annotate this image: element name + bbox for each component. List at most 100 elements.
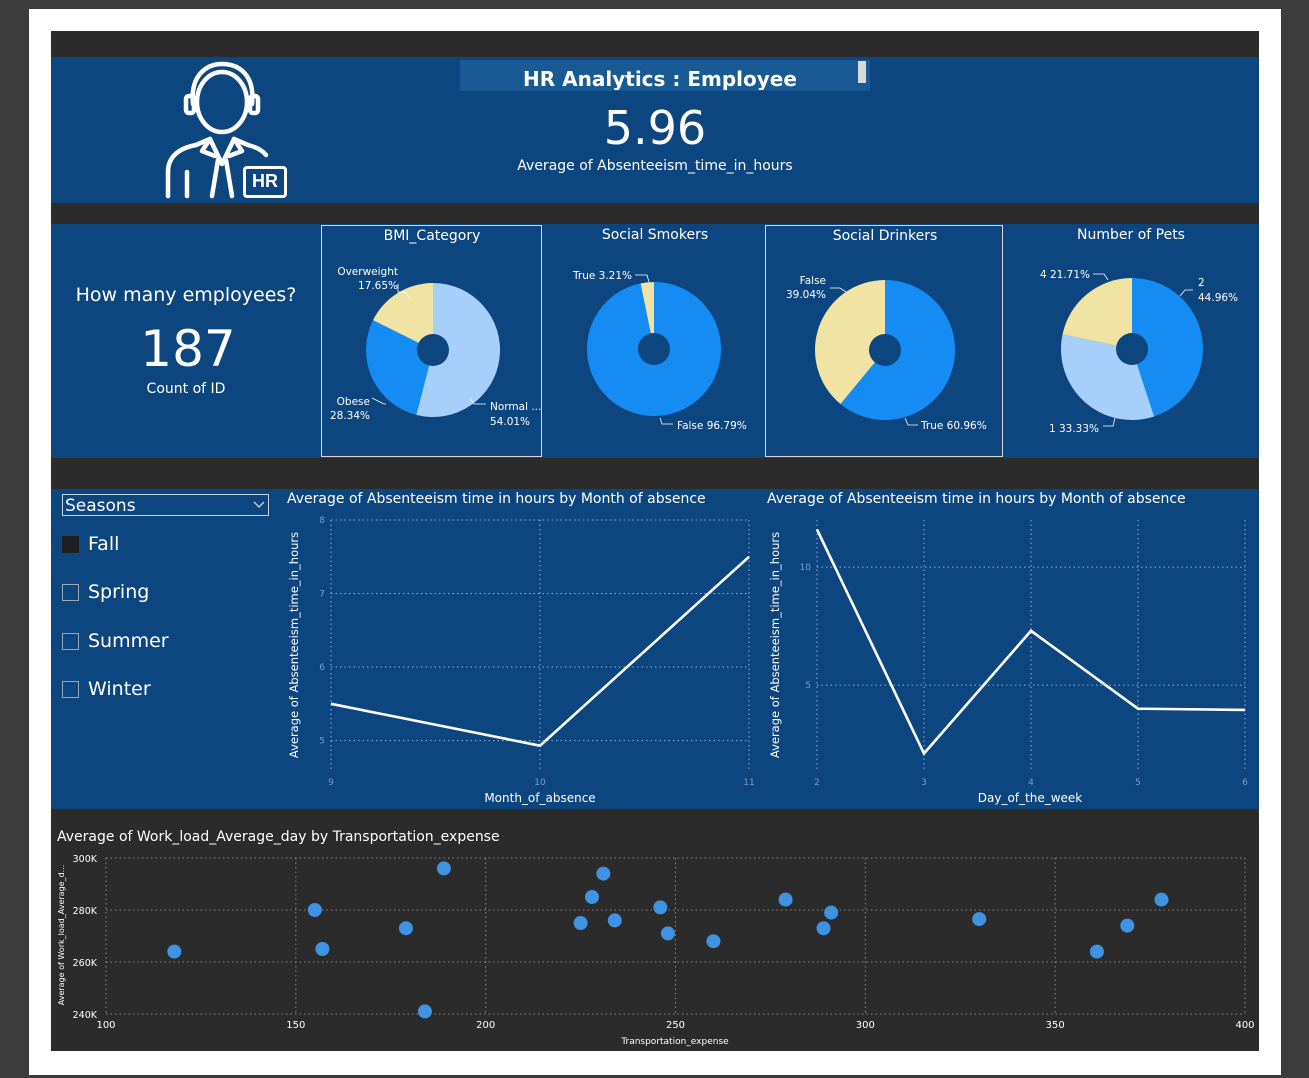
- hr-badge: HR: [243, 166, 287, 198]
- donut-title-pets: Number of Pets: [1077, 227, 1185, 243]
- donut-slice-obese[interactable]: [366, 320, 433, 415]
- scatter-point[interactable]: [1089, 944, 1104, 959]
- donut-slice-4[interactable]: [1062, 278, 1132, 349]
- scatter-point[interactable]: [607, 913, 622, 928]
- scatter-point[interactable]: [584, 890, 599, 904]
- employee-count-label: Count of ID: [146, 381, 226, 397]
- donut-slice-2[interactable]: [1132, 278, 1204, 417]
- line-chart-day[interactable]: 2 3 4 5 6 5 10: [800, 520, 1249, 788]
- donut-hole: [1116, 333, 1148, 365]
- donut-title-bmi: BMI_Category: [383, 228, 481, 244]
- title-box: [460, 60, 870, 91]
- donut-label: 2: [1198, 277, 1205, 289]
- donut-slice-false[interactable]: [815, 280, 885, 405]
- scatter-ylabel: Average of Work_load_Average_d...: [57, 865, 66, 1006]
- scatter-point[interactable]: [307, 903, 322, 917]
- series-line[interactable]: [330, 555, 750, 748]
- hr-person-icon: [165, 61, 269, 199]
- donut-bmi[interactable]: [366, 283, 501, 417]
- leader-line: [397, 284, 411, 299]
- slicer-option-label: Summer: [88, 630, 169, 652]
- checkbox-winter[interactable]: [62, 680, 79, 698]
- scatter-point[interactable]: [706, 934, 721, 949]
- checkbox-summer[interactable]: [62, 632, 79, 650]
- scatter-title: Average of Work_load_Average_day by Tran…: [57, 829, 500, 845]
- slicer-option-summer[interactable]: Summer: [62, 630, 169, 652]
- scatter-point[interactable]: [653, 900, 668, 915]
- scatter-point[interactable]: [816, 921, 831, 936]
- scatter-point[interactable]: [660, 926, 675, 941]
- scatter-point[interactable]: [778, 892, 793, 907]
- scatter-chart[interactable]: 100 150 200 250 300 350 400 240K 260K 280K 300K: [73, 854, 1255, 1031]
- slicer-option-spring[interactable]: Spring: [62, 581, 149, 603]
- donut-title-smokers: Social Smokers: [601, 227, 709, 243]
- kpi-avg-absenteeism-value: 5.96: [603, 101, 707, 155]
- donut-label: Normal ...: [490, 401, 541, 413]
- text-cursor: [858, 61, 866, 83]
- line-chart-day-title: Average of Absenteeism time in hours by …: [767, 491, 1186, 507]
- donut-hole: [417, 334, 449, 366]
- y-tick-label: 7: [319, 590, 325, 600]
- y-tick-label: 240K: [73, 1010, 98, 1021]
- leader-line: [830, 287, 847, 293]
- leader-line: [904, 417, 918, 426]
- donut-hole: [638, 333, 670, 365]
- leader-line: [1103, 417, 1116, 427]
- seasons-slicer-dropdown[interactable]: Seasons: [62, 494, 269, 516]
- x-tick-label: 150: [286, 1020, 305, 1031]
- kpi-avg-absenteeism-label: Average of Absenteeism_time_in_hours: [517, 158, 793, 174]
- x-tick-label: 2: [814, 778, 820, 788]
- scatter-point[interactable]: [436, 861, 451, 876]
- line-chart-month[interactable]: 9 10 11 5 6 7 8: [319, 516, 754, 788]
- donut-label: False: [800, 275, 826, 287]
- scatter-point[interactable]: [596, 866, 611, 881]
- donut-smokers[interactable]: [587, 282, 722, 416]
- donut-label: 28.34%: [330, 410, 370, 422]
- donut-slice-true[interactable]: [640, 282, 654, 349]
- slicer-option-label: Spring: [88, 581, 150, 603]
- scatter-point[interactable]: [573, 916, 588, 930]
- x-tick-label: 300: [856, 1020, 875, 1031]
- slicer-option-winter[interactable]: Winter: [62, 678, 151, 700]
- employee-count-question: How many employees?: [75, 284, 297, 306]
- y-tick-label: 260K: [73, 958, 98, 969]
- scatter-point[interactable]: [398, 921, 413, 936]
- donut-pets[interactable]: [1060, 278, 1204, 421]
- scatter-point[interactable]: [417, 1004, 432, 1019]
- donut-label: 1 33.33%: [1049, 423, 1099, 435]
- donut-label: 54.01%: [490, 416, 530, 428]
- slicer-option-label: Winter: [88, 678, 151, 700]
- donut-drinkers[interactable]: [815, 280, 956, 420]
- seasons-slicer-title: Seasons: [65, 496, 136, 516]
- scatter-point[interactable]: [315, 942, 330, 956]
- line-chart-month-title: Average of Absenteeism time in hours by …: [287, 491, 706, 507]
- chevron-down-icon[interactable]: [252, 499, 266, 511]
- x-tick-label: 400: [1235, 1020, 1254, 1031]
- scatter-point[interactable]: [167, 944, 182, 959]
- donut-label: True 3.21%: [572, 270, 632, 282]
- y-tick-label: 5: [805, 681, 811, 691]
- x-tick-label: 10: [534, 778, 546, 788]
- donut-label: True 60.96%: [920, 420, 987, 432]
- series-line[interactable]: [815, 528, 1246, 756]
- scatter-point[interactable]: [1120, 918, 1135, 933]
- y-tick-label: 8: [319, 516, 325, 526]
- donut-slice-normal[interactable]: [416, 283, 501, 417]
- page-title: HR Analytics : Employee Absenteeism: [523, 67, 797, 90]
- line-chart-day-ylabel: Average of Absenteeism_time_in_hours: [768, 532, 782, 758]
- x-tick-label: 250: [666, 1020, 685, 1031]
- scatter-point[interactable]: [972, 912, 987, 927]
- donut-slice-overweight[interactable]: [373, 283, 433, 350]
- checkbox-fall[interactable]: [62, 535, 79, 553]
- scatter-point[interactable]: [824, 905, 839, 920]
- leader-line: [659, 417, 673, 425]
- slicer-option-fall[interactable]: Fall: [62, 533, 119, 555]
- scatter-xlabel: Transportation_expense: [620, 1037, 729, 1047]
- scatter-point[interactable]: [1154, 892, 1169, 907]
- donut-label: Obese: [337, 396, 370, 408]
- drinkers-card-outline: [765, 225, 1003, 457]
- donut-label: 44.96%: [1198, 292, 1238, 304]
- checkbox-spring[interactable]: [62, 583, 79, 601]
